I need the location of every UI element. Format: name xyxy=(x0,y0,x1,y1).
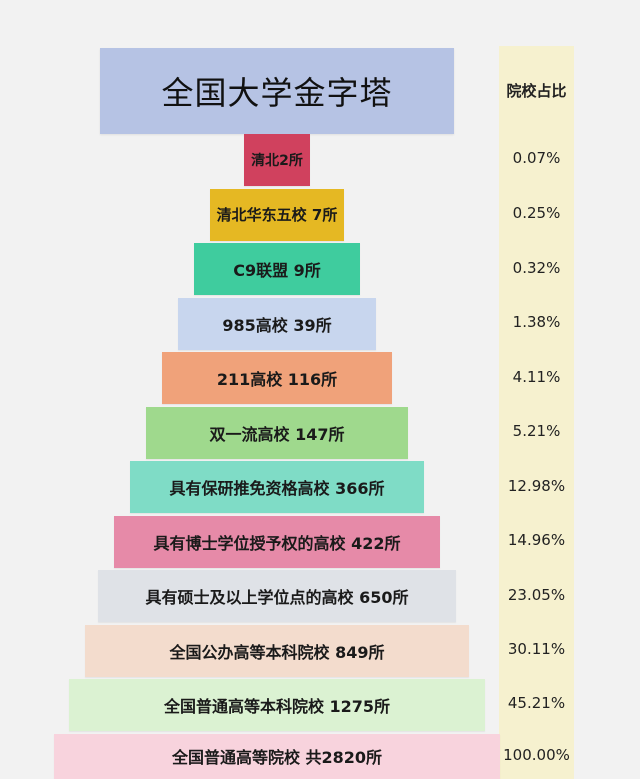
percent-value-10: 30.11% xyxy=(507,640,566,658)
chart-title: 全国大学金字塔 xyxy=(100,48,454,134)
percent-value-3: 0.32% xyxy=(512,259,561,277)
percent-value-12: 100.00% xyxy=(503,746,570,764)
pyramid-tier-4: 985高校 39所 xyxy=(178,297,376,350)
percent-value-6: 5.21% xyxy=(512,422,561,440)
pyramid-tier-8: 具有博士学位授予权的高校 422所 xyxy=(114,515,440,568)
pyramid-tier-7: 具有保研推免资格高校 366所 xyxy=(130,461,424,513)
percent-value-2: 0.25% xyxy=(512,204,561,222)
percent-value-1: 0.07% xyxy=(512,149,561,167)
pyramid-tier-5: 211高校 116所 xyxy=(162,352,392,404)
pyramid-tier-11: 全国普通高等本科院校 1275所 xyxy=(69,679,485,731)
pyramid-tier-3: C9联盟 9所 xyxy=(194,243,360,295)
percent-value-11: 45.21% xyxy=(507,694,566,712)
pyramid-tier-10: 全国公办高等本科院校 849所 xyxy=(85,624,469,677)
pyramid-tier-6: 双一流高校 147所 xyxy=(146,406,408,459)
percent-value-7: 12.98% xyxy=(507,477,566,495)
percent-column xyxy=(499,46,574,779)
pyramid-tier-12: 全国普通高等院校 共2820所 xyxy=(54,733,500,779)
pyramid-tier-1: 清北2所 xyxy=(244,134,310,186)
percent-column-header: 院校占比 xyxy=(506,82,567,100)
percent-value-5: 4.11% xyxy=(512,368,561,386)
percent-value-8: 14.96% xyxy=(507,531,566,549)
pyramid-tier-9: 具有硕士及以上学位点的高校 650所 xyxy=(98,570,456,622)
percent-value-4: 1.38% xyxy=(512,313,561,331)
pyramid-tier-2: 清北华东五校 7所 xyxy=(210,188,344,241)
percent-value-9: 23.05% xyxy=(507,586,566,604)
